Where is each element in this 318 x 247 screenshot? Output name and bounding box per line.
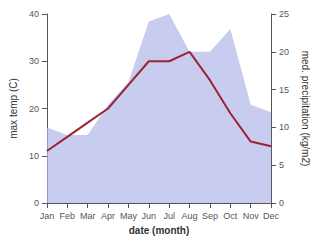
svg-text:40: 40 <box>29 9 39 19</box>
svg-text:10: 10 <box>279 122 289 132</box>
svg-text:5: 5 <box>279 160 284 170</box>
svg-text:med. precipitation (kg/m2): med. precipitation (kg/m2) <box>300 51 311 167</box>
svg-text:Aug: Aug <box>182 211 198 221</box>
svg-text:20: 20 <box>29 104 39 114</box>
svg-text:date (month): date (month) <box>129 225 190 236</box>
svg-text:May: May <box>120 211 138 221</box>
svg-text:Mar: Mar <box>80 211 96 221</box>
svg-text:10: 10 <box>29 151 39 161</box>
svg-text:max temp (C): max temp (C) <box>8 78 19 139</box>
svg-text:0: 0 <box>34 198 39 208</box>
svg-text:30: 30 <box>29 56 39 66</box>
svg-text:15: 15 <box>279 85 289 95</box>
svg-text:Feb: Feb <box>60 211 76 221</box>
svg-text:25: 25 <box>279 9 289 19</box>
svg-text:Sep: Sep <box>202 211 218 221</box>
svg-text:20: 20 <box>279 47 289 57</box>
svg-text:Dec: Dec <box>263 211 280 221</box>
svg-text:Jul: Jul <box>163 211 175 221</box>
svg-text:Apr: Apr <box>101 211 115 221</box>
svg-text:Nov: Nov <box>243 211 260 221</box>
svg-text:0: 0 <box>279 198 284 208</box>
svg-text:Jun: Jun <box>142 211 157 221</box>
svg-text:Jan: Jan <box>40 211 55 221</box>
svg-text:Oct: Oct <box>223 211 238 221</box>
